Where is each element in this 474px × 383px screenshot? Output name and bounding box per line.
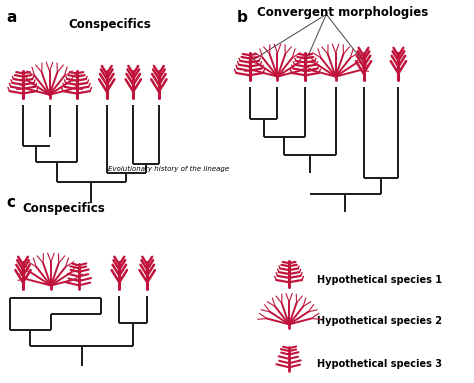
Text: b: b [237, 10, 248, 25]
Text: Conspecifics: Conspecifics [22, 202, 105, 215]
Text: Convergent morphologies: Convergent morphologies [257, 7, 428, 20]
Text: a: a [7, 10, 17, 25]
Text: Hypothetical species 2: Hypothetical species 2 [317, 316, 442, 326]
Text: Hypothetical species 3: Hypothetical species 3 [317, 359, 442, 369]
Text: Evolutionary history of the lineage: Evolutionary history of the lineage [108, 166, 229, 172]
Text: c: c [7, 195, 16, 210]
Text: Hypothetical species 1: Hypothetical species 1 [317, 275, 442, 285]
Text: Conspecifics: Conspecifics [69, 18, 151, 31]
